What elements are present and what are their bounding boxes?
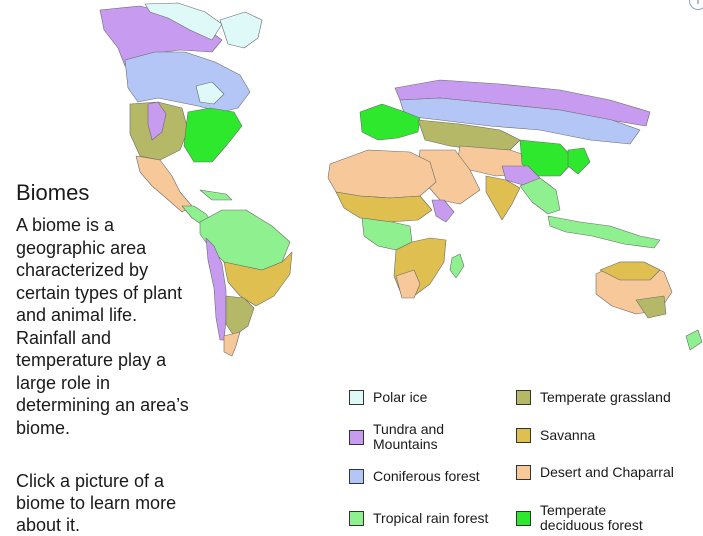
- biome-description: A biome is a geographic area characteriz…: [16, 215, 189, 438]
- tropical-southeast-asia[interactable]: [519, 177, 561, 215]
- legend-swatch: [349, 390, 364, 405]
- legend-item-temperate-grassland[interactable]: Temperate grassland: [516, 390, 671, 405]
- tropical-new-zealand[interactable]: [685, 329, 703, 351]
- info-icon[interactable]: i: [689, 0, 703, 10]
- tropical-indonesia[interactable]: [547, 215, 661, 249]
- legend-item-polar-ice[interactable]: Polar ice: [349, 390, 427, 405]
- legend-swatch: [516, 465, 531, 480]
- tundra-ethiopia[interactable]: [431, 199, 455, 223]
- savanna-india[interactable]: [485, 175, 521, 221]
- desert-patagonia[interactable]: [223, 331, 241, 357]
- tropical-congo[interactable]: [361, 217, 413, 251]
- legend-item-coniferous[interactable]: Coniferous forest: [349, 469, 480, 484]
- page-title: Biomes: [16, 180, 90, 205]
- desert-kalahari[interactable]: [395, 269, 421, 299]
- ice-canadian-arctic[interactable]: [144, 2, 223, 41]
- ice-greenland[interactable]: [219, 11, 263, 49]
- legend-label: Tropical rain forest: [373, 510, 489, 526]
- coniferous-siberia[interactable]: [399, 97, 641, 145]
- legend-swatch: [349, 511, 364, 526]
- legend-label: Desert and Chaparral: [540, 464, 674, 480]
- savanna-brazil[interactable]: [223, 251, 293, 307]
- legend-swatch: [516, 510, 531, 526]
- legend-label: Polar ice: [373, 389, 428, 405]
- legend-swatch: [516, 428, 531, 443]
- deciduous-china[interactable]: [519, 139, 576, 177]
- grassland-pampas[interactable]: [225, 295, 255, 337]
- legend-swatch: [516, 390, 531, 405]
- legend-label: Tundra and Mountains: [373, 421, 445, 452]
- desert-mexico[interactable]: [135, 155, 193, 213]
- legend-item-savanna[interactable]: Savanna: [516, 428, 595, 443]
- tropical-madagascar[interactable]: [449, 253, 465, 279]
- legend-item-desert[interactable]: Desert and Chaparral: [516, 465, 674, 480]
- legend-label: Temperate grassland: [540, 389, 671, 405]
- deciduous-europe[interactable]: [359, 103, 421, 141]
- legend-item-temperate-deciduous[interactable]: Temperate deciduous forest: [516, 503, 696, 533]
- legend-item-tundra[interactable]: Tundra and Mountains: [349, 422, 499, 452]
- legend-label: Coniferous forest: [373, 468, 480, 484]
- legend-label: Savanna: [540, 427, 596, 443]
- deciduous-eastern-us[interactable]: [183, 107, 243, 163]
- ice-hudson-area[interactable]: [195, 81, 225, 105]
- grassland-southeast-australia[interactable]: [635, 295, 667, 319]
- instruction-text: Click a picture of a biome to learn more…: [16, 471, 177, 535]
- legend-swatch: [349, 429, 364, 445]
- deciduous-japan[interactable]: [567, 147, 591, 175]
- legend-label: Temperate deciduous forest: [540, 502, 643, 533]
- legend-item-tropical[interactable]: Tropical rain forest: [349, 511, 488, 526]
- tropical-caribbean[interactable]: [199, 189, 233, 201]
- savanna-northern-australia[interactable]: [599, 261, 661, 281]
- tundra-rockies[interactable]: [147, 101, 167, 141]
- savanna-sahel[interactable]: [335, 191, 433, 223]
- legend-swatch: [349, 469, 364, 484]
- desert-sahara[interactable]: [327, 149, 437, 199]
